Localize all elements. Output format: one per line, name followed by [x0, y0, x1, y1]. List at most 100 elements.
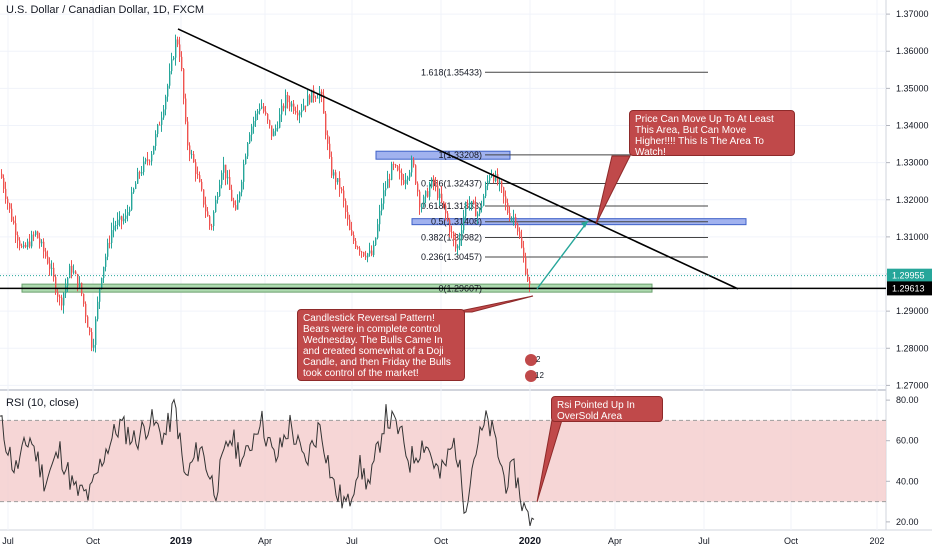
- candle-body[interactable]: [291, 103, 293, 107]
- candle-body[interactable]: [283, 105, 285, 109]
- candle-body[interactable]: [353, 234, 355, 241]
- candle-body[interactable]: [303, 105, 305, 110]
- candle-body[interactable]: [221, 172, 223, 185]
- candle-body[interactable]: [507, 202, 509, 214]
- candle-body[interactable]: [391, 163, 393, 180]
- candle-body[interactable]: [39, 238, 41, 244]
- candle-body[interactable]: [175, 39, 177, 58]
- candle-body[interactable]: [371, 250, 373, 256]
- candle-body[interactable]: [61, 297, 63, 306]
- candle-body[interactable]: [127, 212, 129, 216]
- candle-body[interactable]: [97, 301, 99, 320]
- candle-body[interactable]: [225, 164, 227, 179]
- rsi-axis[interactable]: 80.00 60.00 40.00 20.00: [886, 395, 919, 527]
- candle-body[interactable]: [247, 143, 249, 157]
- candle-body[interactable]: [525, 257, 527, 275]
- candle-body[interactable]: [359, 248, 361, 252]
- price-axis[interactable]: 1.37000 1.36000 1.35000 1.34000 1.33000 1.320…: [886, 9, 929, 390]
- candle-body[interactable]: [459, 238, 461, 246]
- candle-body[interactable]: [95, 319, 97, 345]
- candle-body[interactable]: [65, 285, 67, 294]
- candle-body[interactable]: [437, 185, 439, 199]
- candle-body[interactable]: [181, 56, 183, 70]
- candle-body[interactable]: [473, 201, 475, 204]
- candle-body[interactable]: [171, 59, 173, 72]
- candle-body[interactable]: [297, 112, 299, 116]
- candle-body[interactable]: [27, 241, 29, 247]
- candle-body[interactable]: [177, 39, 179, 45]
- candle-body[interactable]: [529, 281, 531, 285]
- candle-body[interactable]: [115, 224, 117, 226]
- candle-body[interactable]: [109, 242, 111, 244]
- candle-body[interactable]: [285, 94, 287, 109]
- candle-body[interactable]: [75, 271, 77, 275]
- candle-body[interactable]: [419, 191, 421, 208]
- candle-body[interactable]: [435, 183, 437, 186]
- candle-body[interactable]: [143, 161, 145, 173]
- candle-body[interactable]: [493, 174, 495, 181]
- candle-body[interactable]: [187, 121, 189, 146]
- candle-body[interactable]: [431, 178, 433, 187]
- candle-body[interactable]: [43, 241, 45, 252]
- candle-body[interactable]: [5, 188, 7, 199]
- candle-body[interactable]: [491, 174, 493, 177]
- candle-body[interactable]: [321, 91, 323, 95]
- candle-body[interactable]: [521, 237, 523, 248]
- candle-body[interactable]: [463, 216, 465, 231]
- candle-body[interactable]: [397, 166, 399, 171]
- candle-body[interactable]: [417, 183, 419, 192]
- candle-body[interactable]: [77, 274, 79, 287]
- candle-body[interactable]: [69, 265, 71, 279]
- candle-body[interactable]: [87, 316, 89, 328]
- candle-body[interactable]: [261, 106, 263, 109]
- candle-body[interactable]: [83, 293, 85, 304]
- rsi-line[interactable]: [0, 398, 535, 527]
- candle-body[interactable]: [377, 224, 379, 238]
- candle-body[interactable]: [205, 204, 207, 212]
- candle-body[interactable]: [59, 296, 61, 298]
- candle-body[interactable]: [245, 156, 247, 164]
- candle-body[interactable]: [201, 181, 203, 190]
- candle-body[interactable]: [367, 253, 369, 258]
- candle-body[interactable]: [199, 175, 201, 182]
- candle-body[interactable]: [365, 255, 367, 258]
- candle-body[interactable]: [439, 193, 441, 199]
- candle-body[interactable]: [195, 162, 197, 175]
- candle-body[interactable]: [3, 177, 5, 189]
- candle-body[interactable]: [337, 178, 339, 183]
- candle-body[interactable]: [25, 244, 27, 247]
- candle-body[interactable]: [129, 209, 131, 213]
- candle-body[interactable]: [335, 172, 337, 183]
- candle-body[interactable]: [243, 163, 245, 182]
- candle-body[interactable]: [385, 188, 387, 191]
- candle-body[interactable]: [145, 159, 147, 162]
- candle-body[interactable]: [103, 266, 105, 279]
- candle-body[interactable]: [23, 244, 25, 247]
- candle-body[interactable]: [453, 232, 455, 240]
- candle-body[interactable]: [485, 185, 487, 197]
- candle-body[interactable]: [509, 213, 511, 220]
- candle-body[interactable]: [345, 200, 347, 213]
- candle-body[interactable]: [41, 241, 43, 244]
- candle-body[interactable]: [271, 125, 273, 137]
- candle-body[interactable]: [33, 234, 35, 236]
- candle-body[interactable]: [71, 265, 73, 273]
- candle-body[interactable]: [191, 154, 193, 155]
- candle-body[interactable]: [489, 176, 491, 181]
- event-badge-2[interactable]: [525, 370, 537, 382]
- candle-body[interactable]: [131, 192, 133, 210]
- candle-body[interactable]: [423, 196, 425, 207]
- candle-body[interactable]: [441, 193, 443, 202]
- candle-body[interactable]: [475, 203, 477, 217]
- candle-body[interactable]: [405, 179, 407, 184]
- candle-body[interactable]: [135, 183, 137, 189]
- candle-body[interactable]: [523, 247, 525, 258]
- candle-body[interactable]: [445, 205, 447, 214]
- candle-body[interactable]: [189, 145, 191, 155]
- candle-body[interactable]: [37, 231, 39, 239]
- candle-body[interactable]: [29, 241, 31, 247]
- candle-body[interactable]: [513, 217, 515, 218]
- candle-body[interactable]: [331, 157, 333, 176]
- candle-body[interactable]: [443, 201, 445, 206]
